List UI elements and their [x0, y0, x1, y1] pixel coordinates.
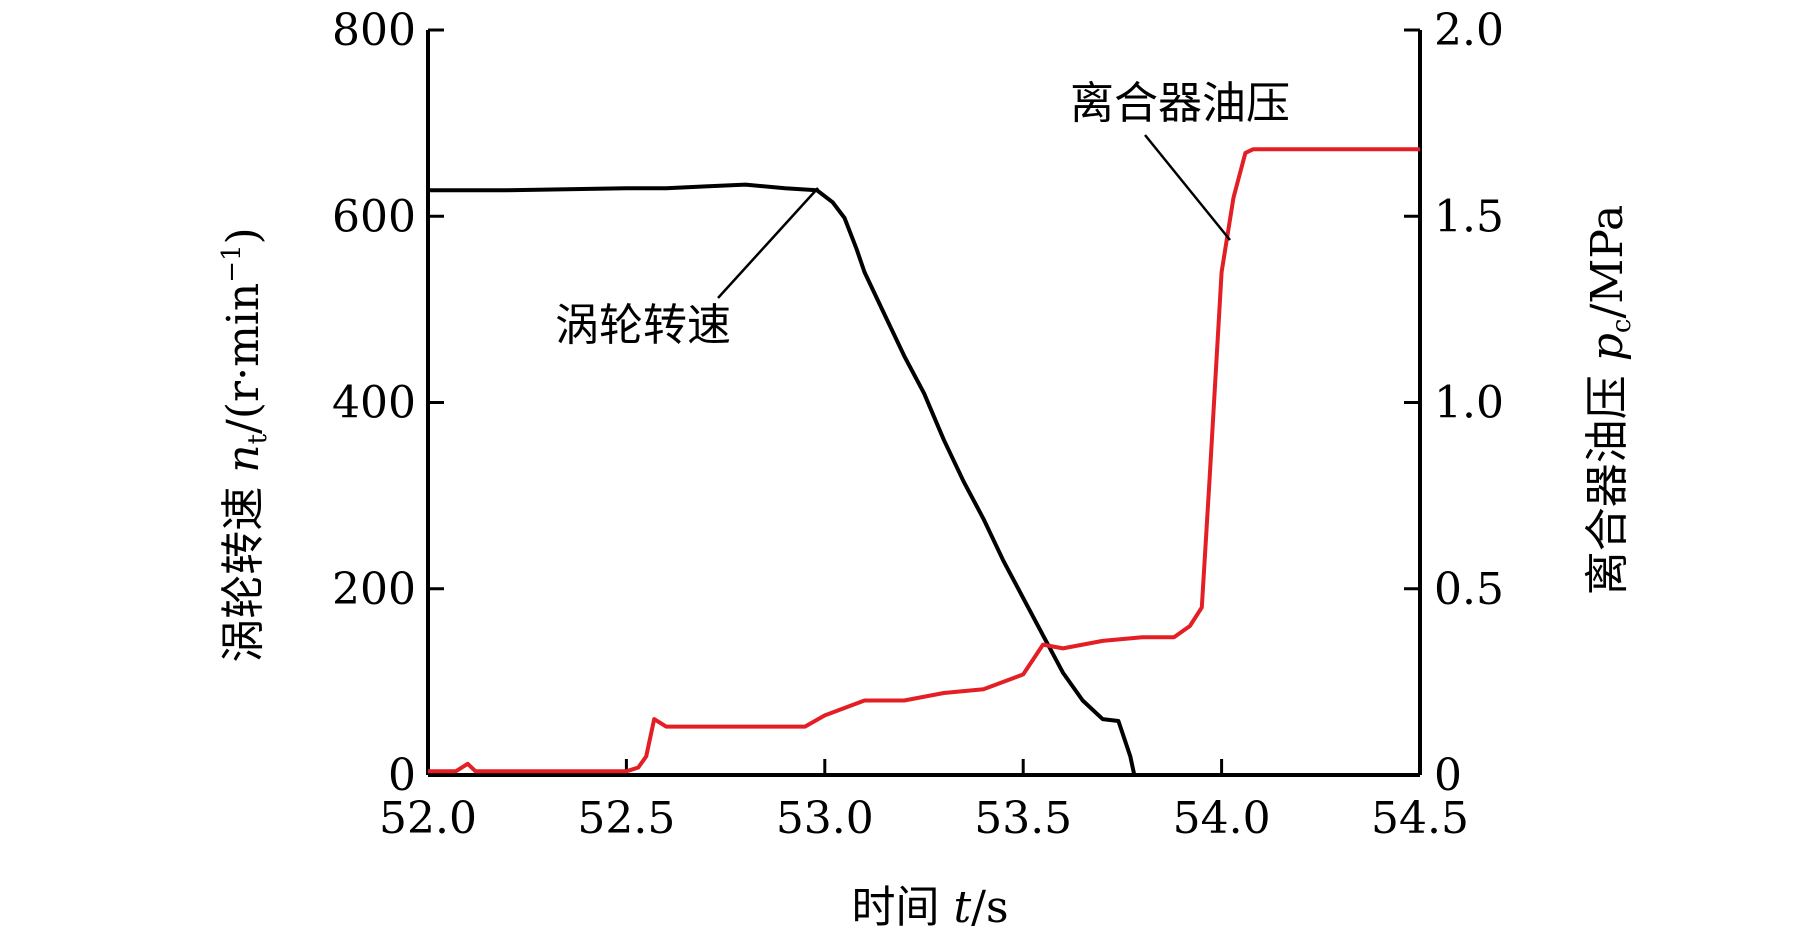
y-left-tick-label: 400: [332, 378, 416, 429]
y-left-tick-label: 600: [332, 191, 416, 242]
x-tick-label: 53.0: [776, 793, 874, 844]
x-tick-label: 54.5: [1371, 793, 1469, 844]
x-tick-label: 53.5: [974, 793, 1072, 844]
annotation-turbine-speed: 涡轮转速: [555, 300, 731, 351]
annotation-turbine-speed-leader: [717, 187, 819, 299]
y-right-tick-label: 1.0: [1434, 378, 1504, 429]
plot-frame: [426, 30, 1422, 777]
y-right-tick-label: 0.5: [1434, 564, 1504, 615]
clutch-pressure-line: [428, 147, 1420, 774]
x-tick-label: 52.5: [577, 793, 675, 844]
y-axis-right-title: 离合器油压 pc/MPa: [1582, 205, 1637, 595]
y-right-tick-label: 1.5: [1434, 191, 1504, 242]
turbine-speed-line: [428, 182, 1420, 777]
y-left-tick-label: 800: [332, 5, 416, 56]
x-axis-title: 时间 t/s: [851, 882, 1008, 933]
x-tick-label: 54.0: [1173, 793, 1271, 844]
y-right-tick-label: 0: [1434, 750, 1462, 801]
y-right-tick-label: 2.0: [1434, 5, 1504, 56]
series-lines: [428, 147, 1420, 777]
annotation-clutch-pressure: 离合器油压: [1070, 78, 1290, 129]
annotations: 涡轮转速 离合器油压: [555, 78, 1290, 351]
y-axis-left-title: 涡轮转速 nt/(r·min−1): [217, 227, 273, 662]
y-left-tick-label: 0: [388, 750, 416, 801]
x-tick-label: 52.0: [379, 793, 477, 844]
ticks: 52.0 52.5 53.0 53.5 54.0 54.5020040060080000.…: [332, 5, 1504, 844]
y-left-tick-label: 200: [332, 564, 416, 615]
annotation-clutch-pressure-leader: [1144, 134, 1231, 241]
